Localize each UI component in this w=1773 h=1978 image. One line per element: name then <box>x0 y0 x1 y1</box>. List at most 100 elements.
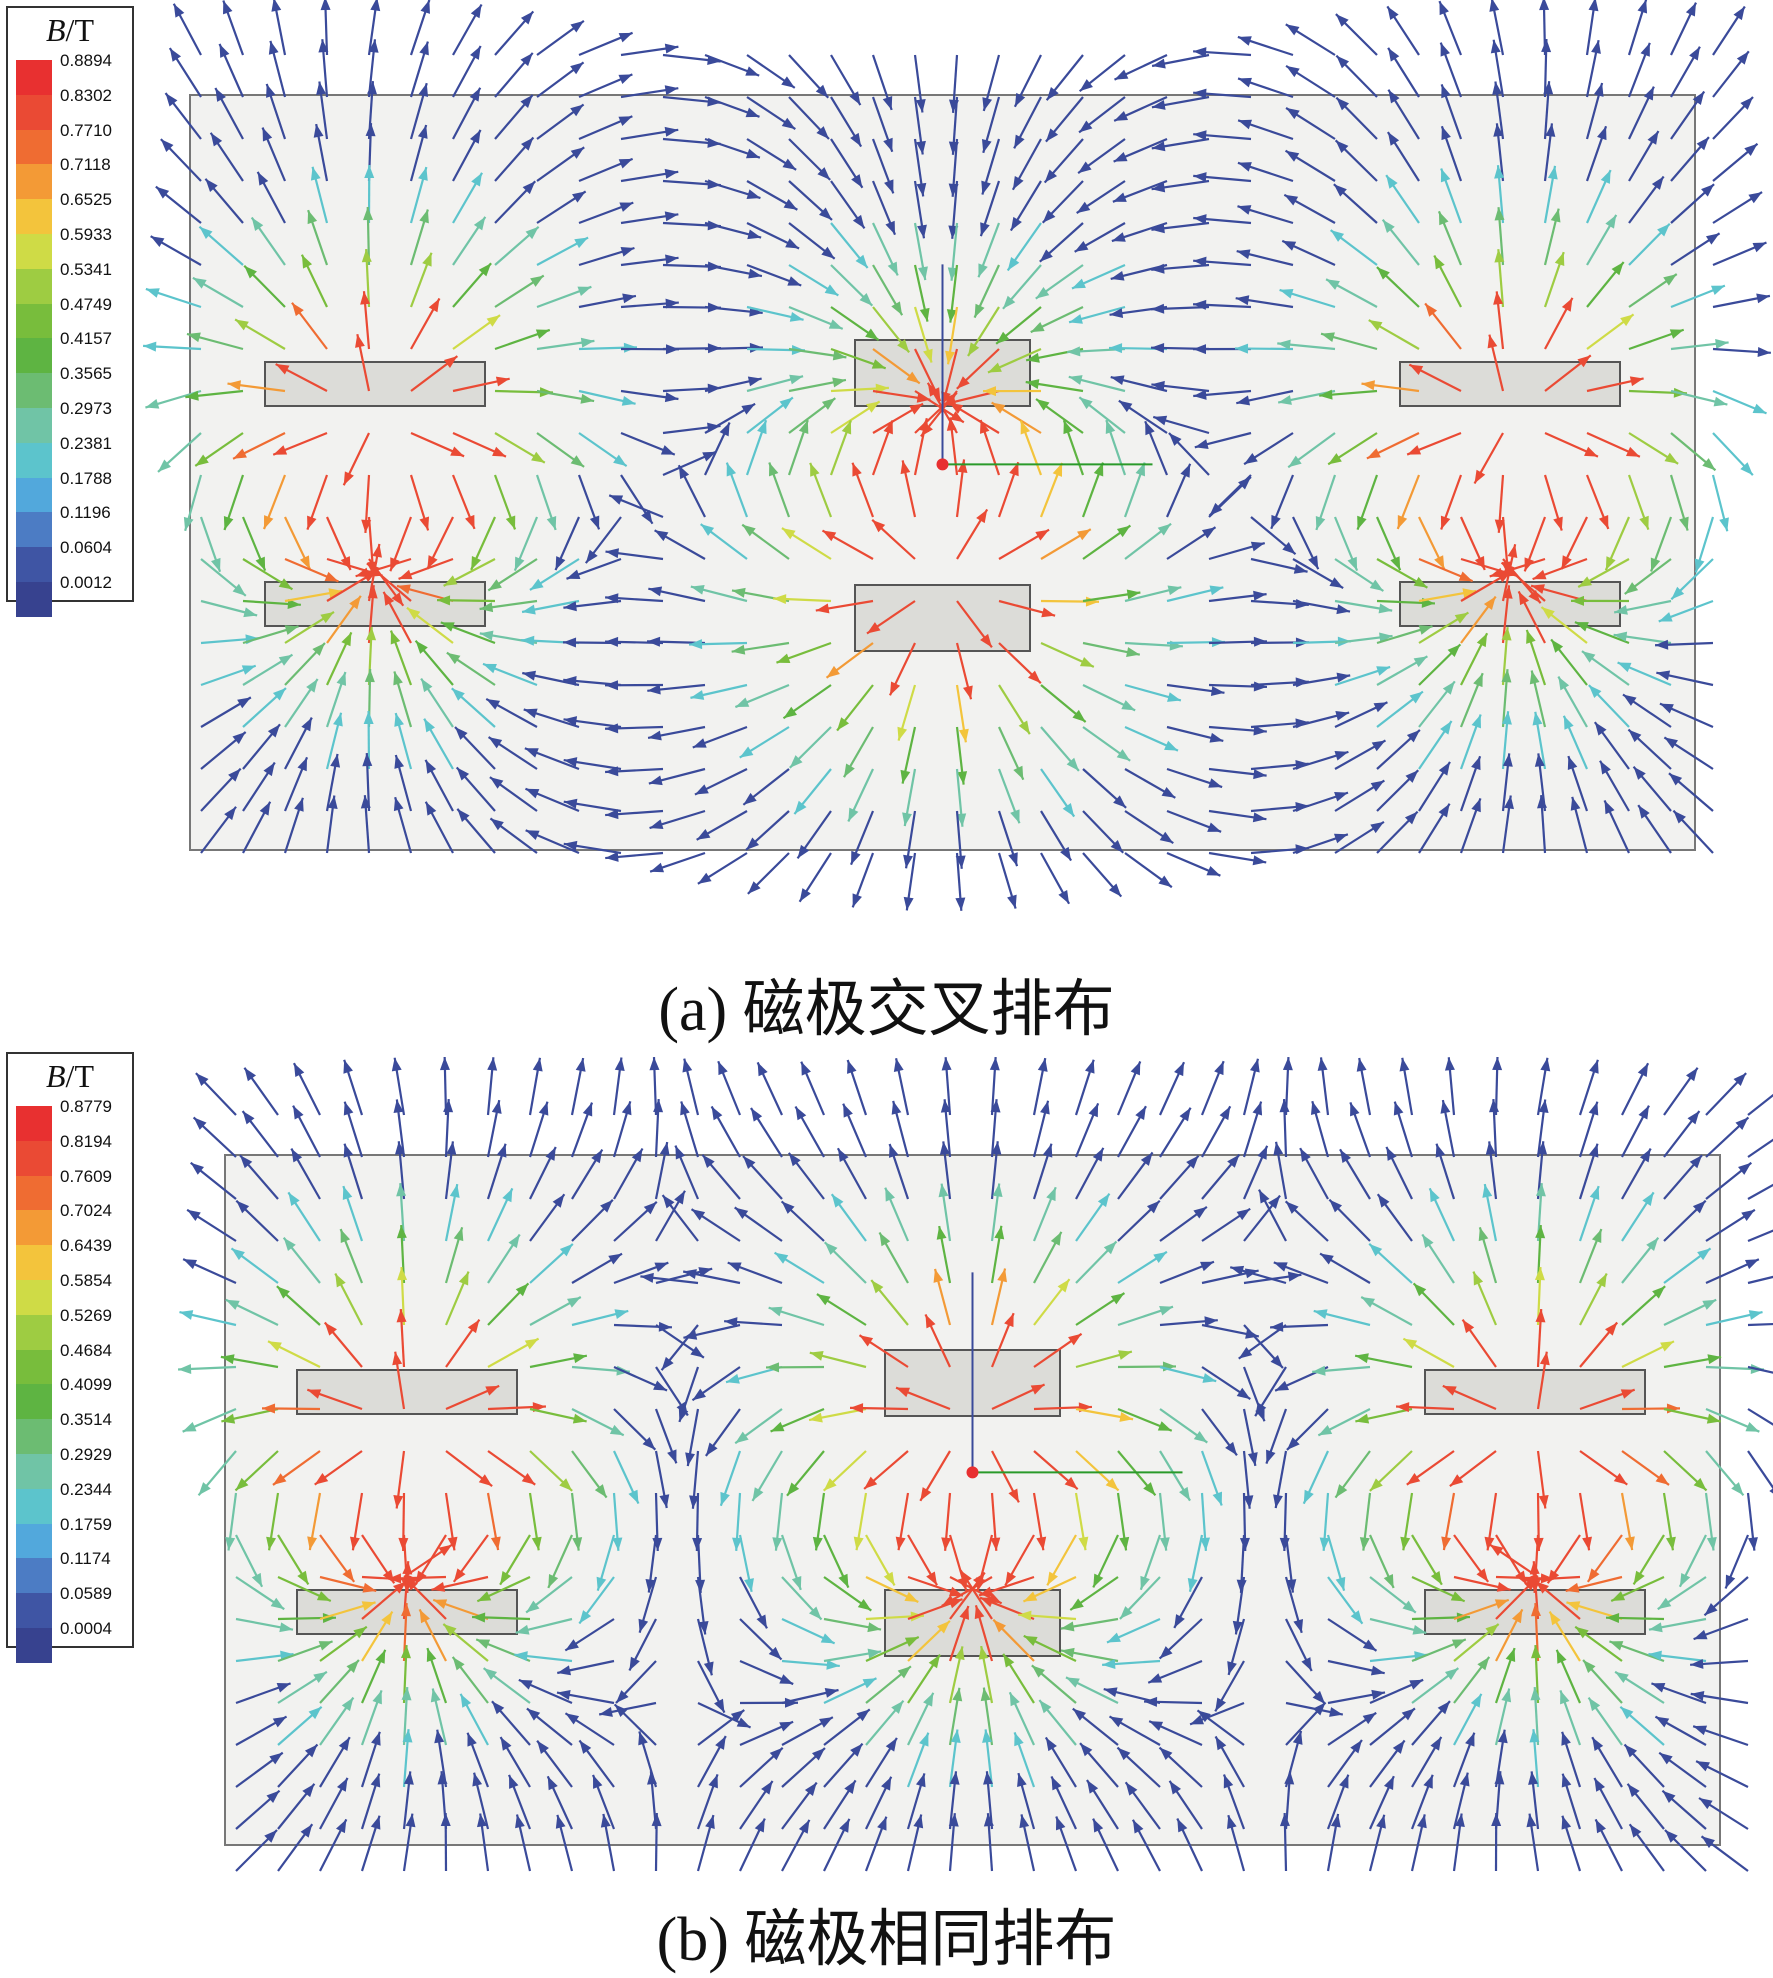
colorbar-tick-label: 0.8779 <box>60 1098 112 1116</box>
colorbar-tick-label: 0.7024 <box>60 1202 112 1220</box>
field-arrow <box>801 1062 824 1115</box>
field-arrow <box>1336 56 1377 97</box>
field-arrow <box>244 1068 278 1115</box>
colorbar-tick-label: 0.5341 <box>60 261 112 279</box>
field-arrow <box>653 1099 663 1157</box>
field-arrow <box>680 1101 698 1157</box>
field-arrow <box>1748 1124 1773 1157</box>
colorbar-swatch <box>16 1280 52 1315</box>
field-arrow <box>751 1108 782 1157</box>
field-arrow <box>1160 1062 1184 1115</box>
colorbar-swatch <box>16 1210 52 1245</box>
field-arrow <box>614 1057 625 1115</box>
colorbar-tick-label: 0.8194 <box>60 1133 112 1151</box>
colorbar-swatch <box>16 373 52 408</box>
field-arrow <box>1336 14 1377 55</box>
colorbar-tick-label: 0.7609 <box>60 1168 112 1186</box>
field-plot-b <box>0 1040 1773 1940</box>
colorbar-tick-label: 0.5854 <box>60 1272 112 1290</box>
field-arrow <box>1394 1102 1412 1157</box>
field-arrow <box>1209 853 1266 865</box>
field-arrow <box>718 1061 740 1115</box>
colorbar-tick-label: 0.1196 <box>60 504 111 522</box>
colorbar-swatch <box>16 1489 52 1524</box>
field-arrow <box>1387 6 1419 55</box>
field-arrow <box>847 1060 866 1115</box>
field-arrow <box>1083 853 1121 897</box>
caption-a: (a) 磁极交叉排布 <box>0 958 1773 1048</box>
field-arrow <box>453 5 482 55</box>
colorbar-swatch <box>16 582 52 617</box>
field-arrow <box>537 62 584 97</box>
field-arrow <box>170 48 201 97</box>
colorbar-tick-label: 0.3514 <box>60 1411 112 1429</box>
field-arrow <box>1629 0 1647 55</box>
field-arrow <box>1664 1068 1698 1115</box>
colorbar-swatch <box>16 547 52 582</box>
field-arrow <box>1047 55 1083 100</box>
origin-marker <box>967 1466 979 1478</box>
field-arrow <box>1706 1073 1746 1115</box>
field-arrow <box>748 853 789 894</box>
field-arrow <box>853 853 873 907</box>
colorbar-swatch <box>16 164 52 199</box>
field-arrow <box>712 1106 740 1157</box>
field-arrow <box>1118 1106 1146 1157</box>
field-arrow <box>1629 43 1650 97</box>
field-arrow <box>1311 1101 1328 1157</box>
colorbar-swatch <box>16 478 52 513</box>
colorbar-swatch <box>16 443 52 478</box>
field-arrow <box>243 1111 278 1157</box>
field-arrow <box>1286 66 1335 97</box>
colorbar-swatch <box>16 1419 52 1454</box>
field-arrow <box>1286 24 1335 55</box>
colorbar-tick-label: 0.8894 <box>60 52 112 70</box>
colorbar-swatch <box>16 1384 52 1419</box>
field-arrow <box>488 1100 502 1157</box>
colorbar-tick-label: 0.5933 <box>60 226 112 244</box>
field-arrow <box>1713 293 1770 307</box>
field-arrow <box>1748 1268 1773 1283</box>
field-arrow <box>1280 1099 1290 1157</box>
field-arrow <box>892 1101 908 1157</box>
colorbar-swatch <box>16 1176 52 1211</box>
field-arrow <box>1713 7 1745 55</box>
colorbar-swatch <box>16 1524 52 1559</box>
field-arrow <box>1748 1079 1773 1115</box>
colorbar-tick-label: 0.1788 <box>60 470 112 488</box>
colorbar-tick-label: 0.2973 <box>60 400 112 418</box>
caption-b: (b) 磁极相同排布 <box>0 1888 1773 1978</box>
field-arrow <box>1357 1058 1370 1115</box>
field-arrow <box>530 1058 543 1115</box>
field-arrow <box>1671 3 1696 55</box>
colorbar-swatch <box>16 512 52 547</box>
colorbar-a <box>16 60 52 617</box>
field-arrow <box>843 1104 866 1157</box>
field-arrow <box>621 44 678 55</box>
field-arrow <box>196 1073 236 1115</box>
colorbar-swatch <box>16 269 52 304</box>
colorbar-tick-label: 0.0004 <box>60 1620 112 1638</box>
origin-marker <box>937 458 949 470</box>
field-arrow <box>495 11 533 55</box>
colorbar-tick-label: 0.2381 <box>60 435 112 453</box>
colorbar-tick-label: 0.6525 <box>60 191 112 209</box>
field-arrow <box>1622 1063 1648 1115</box>
colorbar-swatch <box>16 1350 52 1385</box>
colorbar-tick-label: 0.4684 <box>60 1342 112 1360</box>
colorbar-swatch <box>16 234 52 269</box>
field-arrow <box>220 44 243 97</box>
field-plot-a <box>0 0 1773 960</box>
field-arrow <box>1034 1101 1050 1157</box>
colorbar-swatch <box>16 1315 52 1350</box>
colorbar-tick-label: 0.2929 <box>60 1446 112 1464</box>
legend-title-a: B/T <box>8 12 132 49</box>
magnet-block <box>1400 362 1620 406</box>
colorbar-swatch <box>16 1141 52 1176</box>
colorbar-swatch <box>16 130 52 165</box>
field-arrow <box>605 852 663 862</box>
field-arrow <box>1076 1103 1098 1157</box>
field-arrow <box>1388 48 1419 97</box>
field-arrow <box>1238 36 1293 55</box>
field-arrow <box>530 1102 548 1157</box>
